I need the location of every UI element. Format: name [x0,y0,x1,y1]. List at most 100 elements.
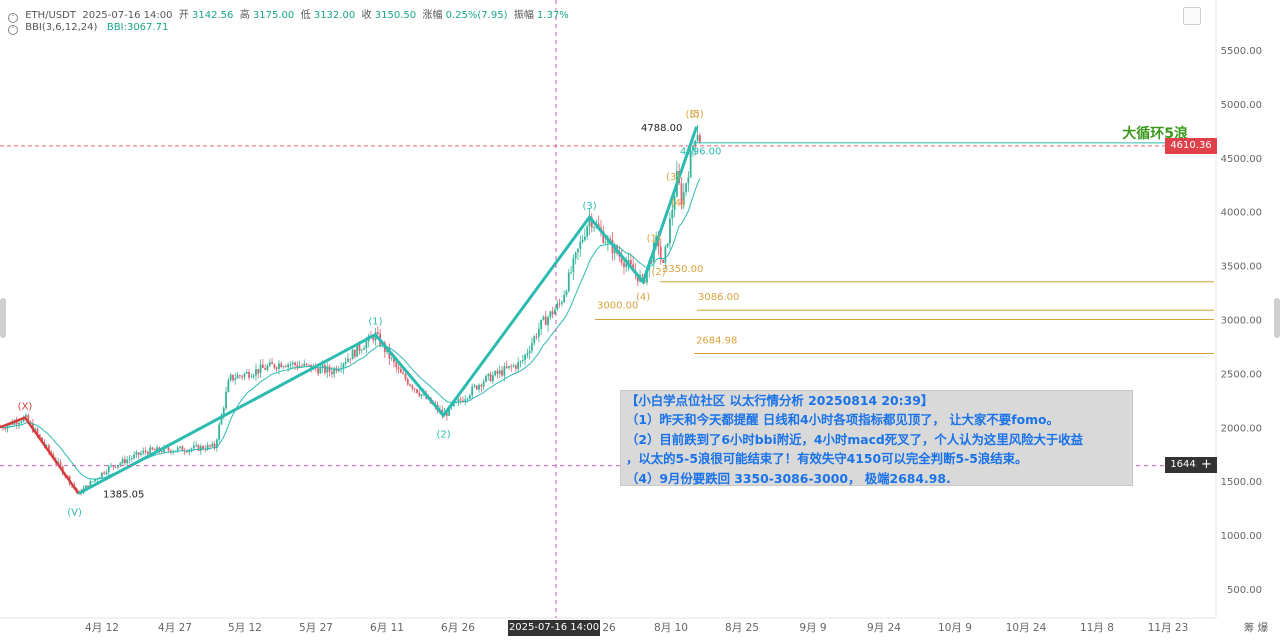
candle-body [462,400,464,402]
candle-body [218,424,221,440]
fib-level-label: 3000.00 [597,301,638,312]
fullscreen-icon[interactable] [1183,7,1201,25]
candle-body [128,458,131,460]
candle-body [560,302,563,304]
candle-body [234,378,237,381]
left-panel-handle[interactable] [0,298,6,338]
candle-body [298,365,301,368]
candle-body [181,446,184,451]
candle-body [144,450,147,452]
crosshair-time-tag: 2025-07-16 14:00 [508,620,600,636]
indicator-collapse-icon[interactable]: ⌃ [8,25,18,35]
collapse-icon[interactable]: ⌃ [8,13,18,23]
candle-body [457,399,460,402]
candle-body [287,364,290,367]
candle-body [289,364,292,366]
candle-body [241,375,244,377]
candle-body [609,239,612,241]
x-tick-label: 4月 27 [158,622,192,634]
crosshair [0,0,1216,618]
candle-body [151,447,154,450]
change-label: 涨幅 [422,10,443,21]
candle-body [459,399,462,401]
candle-body [149,447,152,454]
y-axis-panel[interactable] [1216,0,1280,618]
candle-body [563,295,566,303]
note-line-4: （4）9月份要跌回 3350-3086-3000， 极端2684.98. [626,470,951,486]
add-alert-icon[interactable]: + [1197,457,1216,473]
candle-body [510,366,513,367]
wave-label: (Ⅴ) [67,508,82,519]
candle-body [572,258,575,272]
candle-body [167,447,170,451]
close-value: 3150.50 [374,10,417,21]
x-tick-label: 6月 26 [441,622,475,634]
candle-body [333,368,336,375]
x-tick-label: 8月 10 [654,622,688,634]
candle-body [252,375,255,377]
x-tick-label: 8月 25 [725,622,759,634]
candle-body [671,210,674,219]
candle-body [271,362,273,365]
x-tick-label: 5月 12 [228,622,262,634]
candle-body [330,371,333,375]
candle-body [100,472,103,478]
candle-body [416,389,418,393]
candle-body [349,358,352,360]
right-panel-handle[interactable] [1274,298,1280,338]
candle-body [305,363,308,365]
x-axis-right-label: 筹 爆 [1244,621,1269,634]
candle-body [107,466,110,473]
x-tick-label: 5月 27 [299,622,333,634]
wave-label: (3) [582,201,596,212]
candle-body [337,369,340,372]
wave-cycle-annotation: 大循环5浪 [1122,125,1188,142]
candle-body [558,303,561,305]
wave-label: (1) [368,317,382,328]
candle-body [358,344,361,351]
candle-body [588,217,591,227]
analysis-note: 【小白学点位社区 以太行情分析 20250814 20:39】 （1）昨天和今天… [620,390,1133,486]
candle-body [163,447,165,452]
candle-body [620,256,623,263]
candle-body [133,454,135,459]
candle-body [664,246,667,263]
x-tick-label: 4月 12 [85,622,119,634]
amplitude-value: 1.37% [537,10,569,21]
candle-body [91,481,94,483]
low-label: 低 [300,10,311,21]
candle-body [549,311,552,318]
candle-body [556,303,559,310]
candle-body [452,402,455,407]
y-tick-label: 2000.00 [1221,423,1262,434]
candle-body [590,217,593,228]
high-price-label: 4788.00 [641,123,682,134]
candle-body [275,367,278,369]
candle-body [586,226,589,237]
candle-body [390,357,393,359]
candle-body [554,309,556,315]
candle-body [126,459,129,464]
candle-body [229,374,232,381]
candle-body [347,358,349,363]
change-value: 0.25%(7.95) [445,10,508,21]
candle-body [105,472,108,474]
candle-body [236,375,239,379]
candle-body [567,272,570,292]
candle-body [521,359,524,362]
candle-body [27,415,30,422]
indicator-value: BBI:3067.71 [106,22,169,33]
wave-label: (4) [636,292,650,303]
candle-body [489,373,492,382]
candle-body [261,364,264,369]
candle-body [482,381,485,387]
candle-body [505,366,508,368]
candle-body [146,451,149,454]
sub-wave-label: (3) [666,172,680,183]
candle-body [294,362,296,366]
candle-body [211,443,214,447]
indicator-name[interactable]: BBI(3,6,12,24) [25,22,98,33]
candle-body [259,364,262,374]
candle-body [351,349,354,360]
